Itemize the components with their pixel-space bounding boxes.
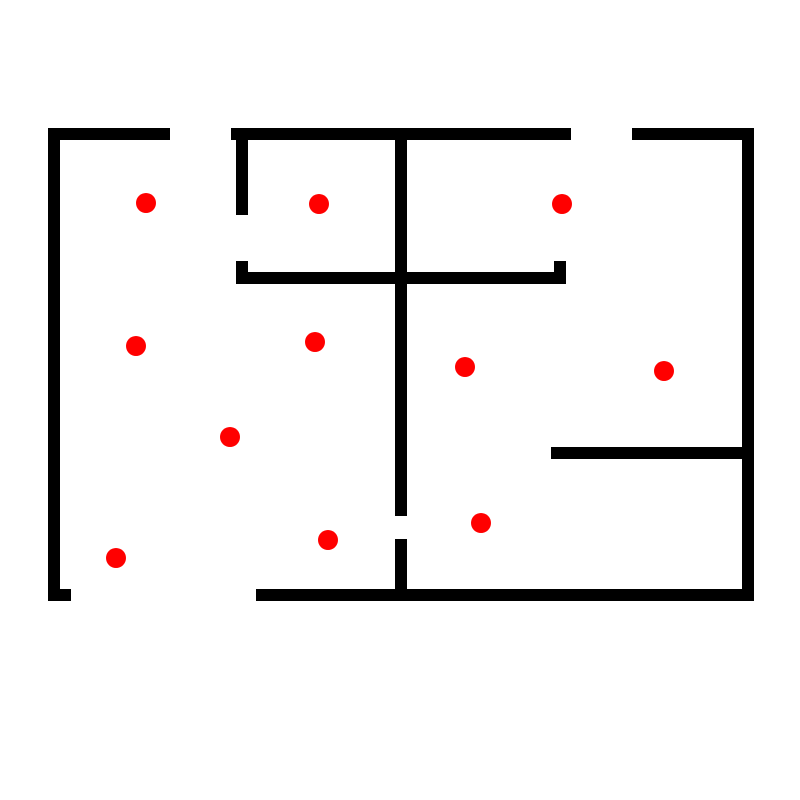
- walls-layer: [48, 128, 754, 601]
- marker-11: [106, 548, 126, 568]
- wall-bottom-main: [256, 589, 754, 601]
- marker-9: [471, 513, 491, 533]
- wall-inner-upper-left-vertical: [236, 128, 248, 215]
- wall-right-partition-joint: [742, 447, 754, 459]
- wall-horizontal-partition: [236, 272, 566, 284]
- marker-1: [136, 193, 156, 213]
- wall-right-horizontal-partition: [551, 447, 754, 459]
- marker-5: [305, 332, 325, 352]
- marker-6: [455, 357, 475, 377]
- marker-7: [654, 361, 674, 381]
- wall-right-outer: [742, 128, 754, 601]
- marker-4: [126, 336, 146, 356]
- marker-2: [309, 194, 329, 214]
- marker-3: [552, 194, 572, 214]
- wall-center-vertical-lower: [395, 539, 407, 601]
- markers-layer: [106, 193, 674, 568]
- wall-left-outer: [48, 128, 60, 601]
- marker-10: [318, 530, 338, 550]
- wall-inner-right-stub: [554, 261, 566, 284]
- marker-8: [220, 427, 240, 447]
- wall-top-left: [48, 128, 170, 140]
- wall-bottom-left-stub: [48, 589, 71, 601]
- wall-top-right: [632, 128, 754, 140]
- wall-center-vertical-upper: [395, 128, 407, 516]
